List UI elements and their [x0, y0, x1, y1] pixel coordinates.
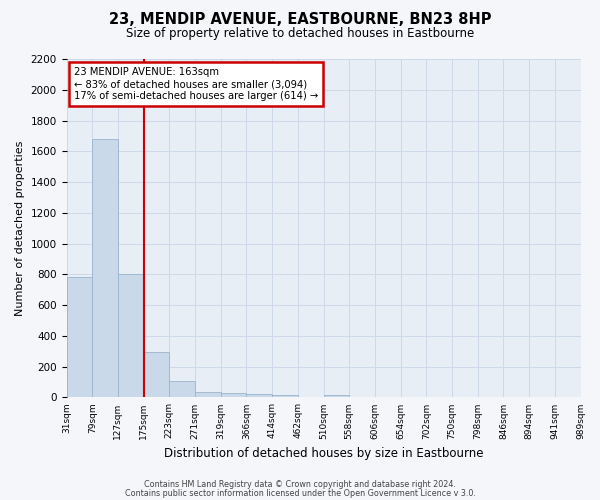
Bar: [92, 139, 118, 398]
Bar: [67, 278, 92, 398]
Text: Contains public sector information licensed under the Open Government Licence v : Contains public sector information licen…: [125, 488, 475, 498]
Text: 23, MENDIP AVENUE, EASTBOURNE, BN23 8HP: 23, MENDIP AVENUE, EASTBOURNE, BN23 8HP: [109, 12, 491, 28]
Text: 23 MENDIP AVENUE: 163sqm
← 83% of detached houses are smaller (3,094)
17% of sem: 23 MENDIP AVENUE: 163sqm ← 83% of detach…: [74, 68, 319, 100]
Bar: [221, 393, 247, 398]
Bar: [169, 380, 195, 398]
Bar: [247, 394, 272, 398]
Bar: [323, 394, 349, 398]
Bar: [272, 394, 298, 398]
Bar: [195, 392, 221, 398]
X-axis label: Distribution of detached houses by size in Eastbourne: Distribution of detached houses by size …: [164, 447, 483, 460]
Bar: [143, 352, 169, 398]
Text: Contains HM Land Registry data © Crown copyright and database right 2024.: Contains HM Land Registry data © Crown c…: [144, 480, 456, 489]
Bar: [118, 274, 143, 398]
Text: Size of property relative to detached houses in Eastbourne: Size of property relative to detached ho…: [126, 28, 474, 40]
Y-axis label: Number of detached properties: Number of detached properties: [15, 140, 25, 316]
